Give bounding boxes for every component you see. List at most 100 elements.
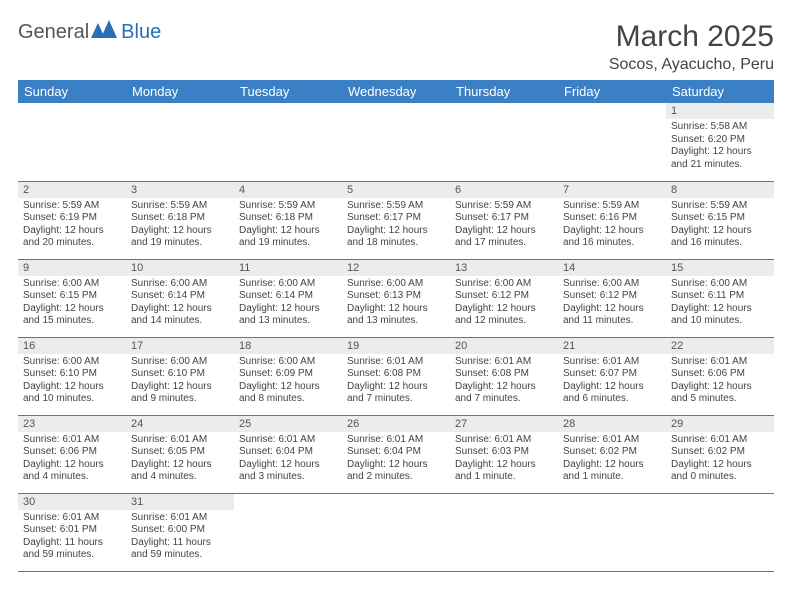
day-body: Sunrise: 6:00 AMSunset: 6:11 PMDaylight:… — [666, 276, 774, 332]
day-body: Sunrise: 6:01 AMSunset: 6:04 PMDaylight:… — [342, 432, 450, 488]
calendar-week-row: 2Sunrise: 5:59 AMSunset: 6:19 PMDaylight… — [18, 181, 774, 259]
weekday-header: Wednesday — [342, 80, 450, 103]
day-number: 14 — [558, 260, 666, 276]
calendar-cell — [126, 103, 234, 181]
day-number: 31 — [126, 494, 234, 510]
calendar-cell — [450, 103, 558, 181]
day-body: Sunrise: 6:01 AMSunset: 6:03 PMDaylight:… — [450, 432, 558, 488]
day-body: Sunrise: 5:59 AMSunset: 6:15 PMDaylight:… — [666, 198, 774, 254]
sunset-line: Sunset: 6:03 PM — [455, 446, 553, 459]
daylight-line: Daylight: 12 hours and 8 minutes. — [239, 381, 337, 406]
day-number: 27 — [450, 416, 558, 432]
day-number: 20 — [450, 338, 558, 354]
sunset-line: Sunset: 6:19 PM — [23, 212, 121, 225]
daylight-line: Daylight: 12 hours and 6 minutes. — [563, 381, 661, 406]
sunset-line: Sunset: 6:12 PM — [455, 290, 553, 303]
calendar-cell: 6Sunrise: 5:59 AMSunset: 6:17 PMDaylight… — [450, 181, 558, 259]
calendar-cell: 16Sunrise: 6:00 AMSunset: 6:10 PMDayligh… — [18, 337, 126, 415]
sunrise-line: Sunrise: 5:59 AM — [131, 200, 229, 213]
daylight-line: Daylight: 12 hours and 2 minutes. — [347, 459, 445, 484]
calendar-cell: 28Sunrise: 6:01 AMSunset: 6:02 PMDayligh… — [558, 415, 666, 493]
day-body: Sunrise: 6:01 AMSunset: 6:06 PMDaylight:… — [18, 432, 126, 488]
calendar-cell: 30Sunrise: 6:01 AMSunset: 6:01 PMDayligh… — [18, 493, 126, 571]
day-body: Sunrise: 6:00 AMSunset: 6:10 PMDaylight:… — [126, 354, 234, 410]
day-body: Sunrise: 6:01 AMSunset: 6:08 PMDaylight:… — [450, 354, 558, 410]
calendar-table: SundayMondayTuesdayWednesdayThursdayFrid… — [18, 80, 774, 572]
day-body: Sunrise: 6:00 AMSunset: 6:12 PMDaylight:… — [558, 276, 666, 332]
daylight-line: Daylight: 12 hours and 12 minutes. — [455, 303, 553, 328]
calendar-cell — [558, 493, 666, 571]
daylight-line: Daylight: 12 hours and 16 minutes. — [671, 225, 769, 250]
title-block: March 2025 Socos, Ayacucho, Peru — [609, 20, 774, 74]
sunrise-line: Sunrise: 6:01 AM — [131, 512, 229, 525]
logo-text-2: Blue — [121, 21, 161, 44]
page-header: General Blue March 2025 Socos, Ayacucho,… — [18, 20, 774, 74]
day-number: 23 — [18, 416, 126, 432]
day-body: Sunrise: 6:01 AMSunset: 6:01 PMDaylight:… — [18, 510, 126, 566]
day-number: 13 — [450, 260, 558, 276]
sunrise-line: Sunrise: 6:00 AM — [131, 278, 229, 291]
day-number: 17 — [126, 338, 234, 354]
day-number: 5 — [342, 182, 450, 198]
sunset-line: Sunset: 6:04 PM — [239, 446, 337, 459]
day-number: 12 — [342, 260, 450, 276]
day-number: 26 — [342, 416, 450, 432]
weekday-header: Tuesday — [234, 80, 342, 103]
sunrise-line: Sunrise: 6:00 AM — [455, 278, 553, 291]
sunset-line: Sunset: 6:17 PM — [455, 212, 553, 225]
day-body: Sunrise: 5:59 AMSunset: 6:18 PMDaylight:… — [234, 198, 342, 254]
sunrise-line: Sunrise: 6:00 AM — [239, 278, 337, 291]
daylight-line: Daylight: 12 hours and 10 minutes. — [23, 381, 121, 406]
month-title: March 2025 — [609, 20, 774, 54]
calendar-cell: 23Sunrise: 6:01 AMSunset: 6:06 PMDayligh… — [18, 415, 126, 493]
daylight-line: Daylight: 12 hours and 16 minutes. — [563, 225, 661, 250]
sunset-line: Sunset: 6:09 PM — [239, 368, 337, 381]
day-body: Sunrise: 6:01 AMSunset: 6:07 PMDaylight:… — [558, 354, 666, 410]
day-number: 18 — [234, 338, 342, 354]
calendar-week-row: 9Sunrise: 6:00 AMSunset: 6:15 PMDaylight… — [18, 259, 774, 337]
day-body: Sunrise: 6:00 AMSunset: 6:15 PMDaylight:… — [18, 276, 126, 332]
sunset-line: Sunset: 6:18 PM — [239, 212, 337, 225]
sunset-line: Sunset: 6:11 PM — [671, 290, 769, 303]
daylight-line: Daylight: 12 hours and 20 minutes. — [23, 225, 121, 250]
day-number: 4 — [234, 182, 342, 198]
calendar-cell — [18, 103, 126, 181]
calendar-cell: 25Sunrise: 6:01 AMSunset: 6:04 PMDayligh… — [234, 415, 342, 493]
daylight-line: Daylight: 12 hours and 9 minutes. — [131, 381, 229, 406]
sunset-line: Sunset: 6:06 PM — [23, 446, 121, 459]
weekday-header: Monday — [126, 80, 234, 103]
day-body: Sunrise: 6:01 AMSunset: 6:02 PMDaylight:… — [558, 432, 666, 488]
daylight-line: Daylight: 12 hours and 4 minutes. — [131, 459, 229, 484]
daylight-line: Daylight: 12 hours and 5 minutes. — [671, 381, 769, 406]
sunset-line: Sunset: 6:05 PM — [131, 446, 229, 459]
calendar-week-row: 30Sunrise: 6:01 AMSunset: 6:01 PMDayligh… — [18, 493, 774, 571]
sunset-line: Sunset: 6:18 PM — [131, 212, 229, 225]
day-number: 6 — [450, 182, 558, 198]
sunset-line: Sunset: 6:10 PM — [131, 368, 229, 381]
day-number: 3 — [126, 182, 234, 198]
sunrise-line: Sunrise: 6:00 AM — [23, 278, 121, 291]
sunset-line: Sunset: 6:20 PM — [671, 134, 769, 147]
weekday-header-row: SundayMondayTuesdayWednesdayThursdayFrid… — [18, 80, 774, 103]
daylight-line: Daylight: 12 hours and 21 minutes. — [671, 146, 769, 171]
daylight-line: Daylight: 12 hours and 10 minutes. — [671, 303, 769, 328]
day-number: 16 — [18, 338, 126, 354]
daylight-line: Daylight: 11 hours and 59 minutes. — [23, 537, 121, 562]
sunrise-line: Sunrise: 6:00 AM — [347, 278, 445, 291]
calendar-cell: 15Sunrise: 6:00 AMSunset: 6:11 PMDayligh… — [666, 259, 774, 337]
calendar-cell: 8Sunrise: 5:59 AMSunset: 6:15 PMDaylight… — [666, 181, 774, 259]
logo: General Blue — [18, 20, 161, 44]
calendar-cell — [234, 103, 342, 181]
calendar-cell — [342, 493, 450, 571]
daylight-line: Daylight: 12 hours and 4 minutes. — [23, 459, 121, 484]
sunrise-line: Sunrise: 6:01 AM — [455, 356, 553, 369]
weekday-header: Saturday — [666, 80, 774, 103]
daylight-line: Daylight: 12 hours and 7 minutes. — [455, 381, 553, 406]
sunrise-line: Sunrise: 5:59 AM — [239, 200, 337, 213]
day-body: Sunrise: 6:00 AMSunset: 6:09 PMDaylight:… — [234, 354, 342, 410]
day-number: 24 — [126, 416, 234, 432]
sunset-line: Sunset: 6:16 PM — [563, 212, 661, 225]
sunrise-line: Sunrise: 6:01 AM — [563, 356, 661, 369]
calendar-cell: 24Sunrise: 6:01 AMSunset: 6:05 PMDayligh… — [126, 415, 234, 493]
calendar-cell: 3Sunrise: 5:59 AMSunset: 6:18 PMDaylight… — [126, 181, 234, 259]
